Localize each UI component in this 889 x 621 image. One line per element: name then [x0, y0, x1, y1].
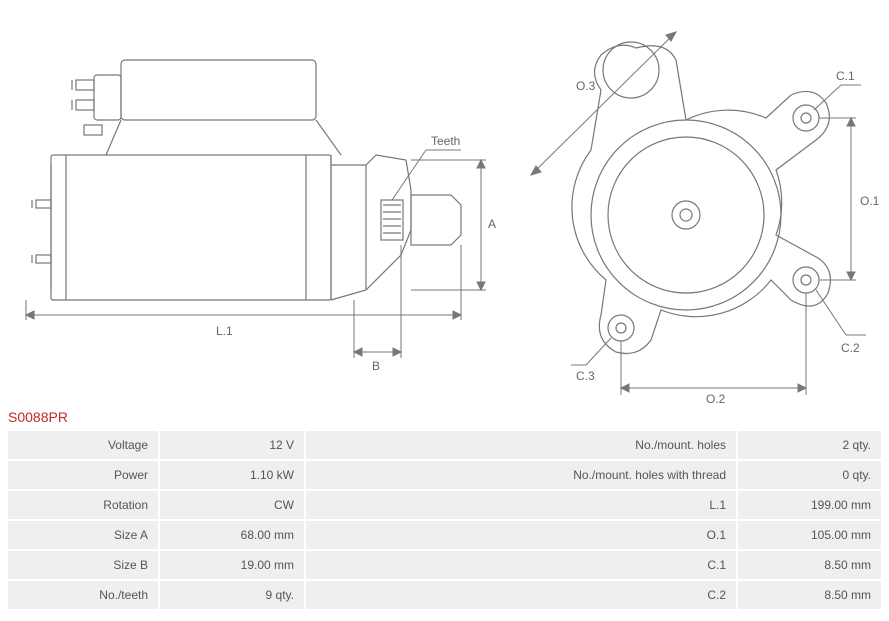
table-row: No./teeth 9 qty. C.2 8.50 mm: [8, 581, 881, 609]
spec-value: CW: [160, 491, 304, 519]
dim-b-label: B: [372, 359, 380, 373]
spec-label: Rotation: [8, 491, 158, 519]
spec-label: Size A: [8, 521, 158, 549]
spec-label: No./mount. holes with thread: [306, 461, 736, 489]
spec-label: C.2: [306, 581, 736, 609]
spec-value: 9 qty.: [160, 581, 304, 609]
spec-table: Voltage 12 V No./mount. holes 2 qty. Pow…: [6, 429, 883, 611]
dim-c3-label: C.3: [576, 369, 595, 383]
spec-label: L.1: [306, 491, 736, 519]
drawings-row: L.1 B A: [6, 0, 883, 405]
spec-label: Power: [8, 461, 158, 489]
dim-o1-label: O.1: [860, 194, 880, 208]
spec-value: 19.00 mm: [160, 551, 304, 579]
table-row: Size A 68.00 mm O.1 105.00 mm: [8, 521, 881, 549]
spec-value: 0 qty.: [738, 461, 881, 489]
face-view-svg: O.3 O.1 O.2: [516, 0, 886, 405]
page: L.1 B A: [0, 0, 889, 621]
dim-c1-label: C.1: [836, 69, 855, 83]
dim-a-label: A: [488, 217, 496, 231]
dim-o3-label: O.3: [576, 79, 596, 93]
spec-value: 8.50 mm: [738, 551, 881, 579]
dim-c2-label: C.2: [841, 341, 860, 355]
table-row: Size B 19.00 mm C.1 8.50 mm: [8, 551, 881, 579]
dim-l1-label: L.1: [216, 324, 233, 338]
spec-value: 1.10 kW: [160, 461, 304, 489]
dim-o2-label: O.2: [706, 392, 726, 405]
spec-value: 2 qty.: [738, 431, 881, 459]
teeth-label: Teeth: [431, 134, 460, 148]
face-view: O.3 O.1 O.2: [516, 0, 883, 405]
spec-value: 12 V: [160, 431, 304, 459]
spec-value: 199.00 mm: [738, 491, 881, 519]
table-row: Power 1.10 kW No./mount. holes with thre…: [8, 461, 881, 489]
spec-tbody: Voltage 12 V No./mount. holes 2 qty. Pow…: [8, 431, 881, 609]
spec-label: C.1: [306, 551, 736, 579]
spec-value: 68.00 mm: [160, 521, 304, 549]
part-number: S0088PR: [8, 409, 883, 425]
side-view-svg: L.1 B A: [6, 0, 496, 405]
spec-value: 105.00 mm: [738, 521, 881, 549]
spec-label: No./teeth: [8, 581, 158, 609]
spec-label: Voltage: [8, 431, 158, 459]
table-row: Rotation CW L.1 199.00 mm: [8, 491, 881, 519]
table-row: Voltage 12 V No./mount. holes 2 qty.: [8, 431, 881, 459]
spec-value: 8.50 mm: [738, 581, 881, 609]
side-view: L.1 B A: [6, 0, 496, 405]
spec-label: O.1: [306, 521, 736, 549]
spec-label: No./mount. holes: [306, 431, 736, 459]
spec-label: Size B: [8, 551, 158, 579]
